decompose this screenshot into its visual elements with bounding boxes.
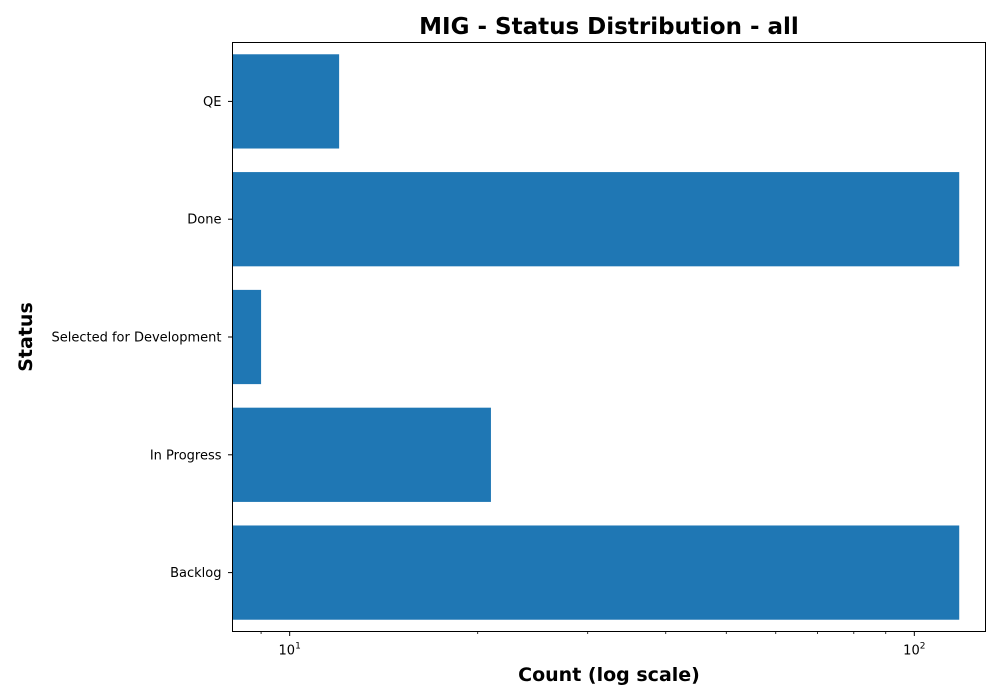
y-tick-label: Selected for Development	[51, 331, 221, 346]
bar-done	[232, 172, 960, 267]
x-axis-label: Count (log scale)	[518, 664, 700, 686]
x-tick-label: 101	[279, 642, 301, 659]
bars-group	[232, 54, 960, 620]
x-tick-label: 102	[903, 642, 925, 659]
y-tick-label: In Progress	[150, 448, 222, 463]
bar-qe	[232, 54, 340, 149]
y-tick-label: Done	[187, 213, 221, 228]
bar-in-progress	[232, 407, 491, 502]
y-tick-label: QE	[203, 95, 221, 110]
x-axis-ticks: 101 102	[260, 631, 925, 659]
bar-backlog	[232, 525, 960, 620]
y-tick-label: Backlog	[170, 566, 221, 581]
chart-title: MIG - Status Distribution - all	[419, 14, 799, 40]
bar-selected-for-development	[232, 289, 262, 385]
y-axis-label: Status	[15, 302, 37, 372]
y-axis-ticks: QE Done Selected for Development In Progres…	[51, 95, 233, 581]
